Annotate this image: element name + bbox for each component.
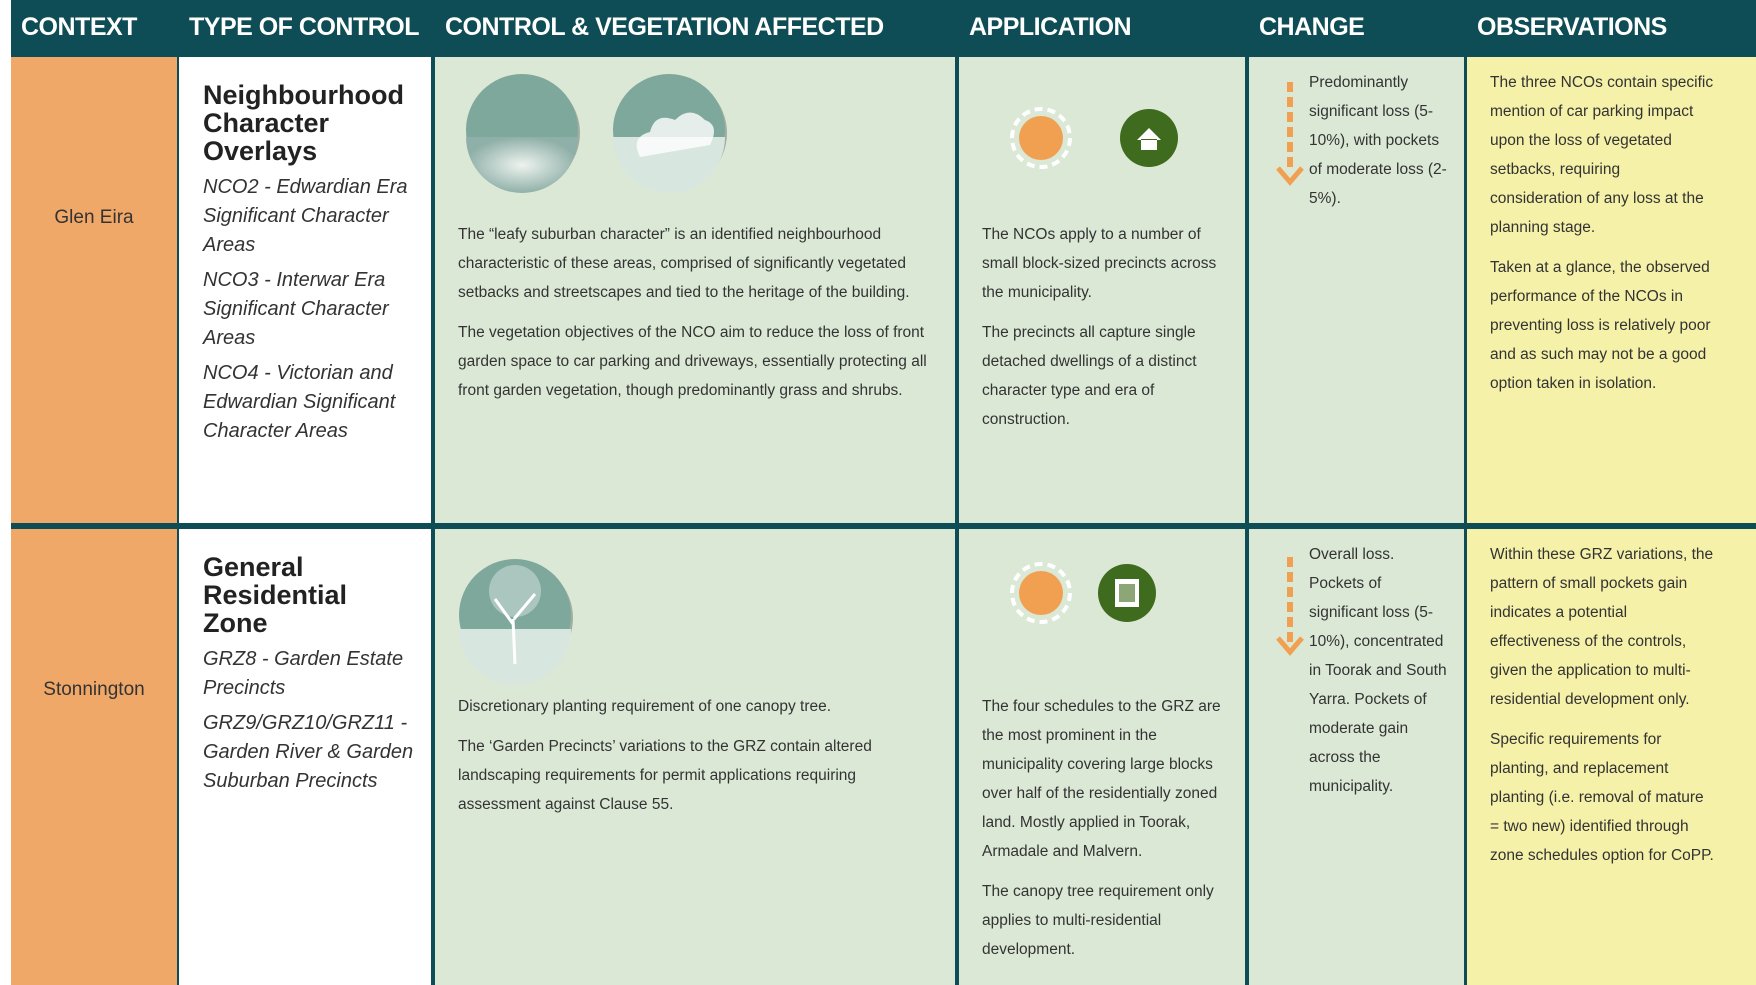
paragraph: Specific requirements for planting, and … [1490, 731, 1714, 864]
observations-cell: The three NCOs contain specific mention … [1467, 57, 1756, 523]
observations-cell: Within these GRZ variations, the pattern… [1467, 529, 1756, 985]
paragraph: The NCOs apply to a number of small bloc… [982, 226, 1217, 301]
icons [1010, 562, 1156, 624]
paragraph: The four schedules to the GRZ are the mo… [982, 698, 1221, 860]
icons [1276, 82, 1304, 186]
observations-text: Within these GRZ variations, the pattern… [1490, 540, 1715, 881]
control-item: GRZ9/GRZ10/GRZ11 - Garden River & Garden… [203, 712, 414, 792]
paragraph: The precincts all capture single detache… [982, 324, 1197, 428]
icons [459, 559, 573, 685]
application-cell: The four schedules to the GRZ are the mo… [959, 529, 1245, 985]
application-cell: The NCOs apply to a number of small bloc… [959, 57, 1245, 523]
control-title: General Residential Zone [203, 552, 348, 638]
paragraph: The vegetation objectives of the NCO aim… [458, 324, 927, 399]
context-cell: Stonnington [11, 529, 177, 985]
change-cell: Overall loss. Pockets of significant los… [1249, 529, 1464, 985]
header-cell: OBSERVATIONS [1477, 13, 1667, 41]
paragraph: Taken at a glance, the observed performa… [1490, 259, 1711, 392]
control-title: Neighbourhood Character Overlays [203, 80, 404, 166]
vegetation-text: The “leafy suburban character” is an ide… [458, 220, 928, 416]
icons [1010, 107, 1178, 169]
table: CONTEXT TYPE OF CONTROL CONTROL & VEGETA… [11, 0, 1756, 985]
header-cell: APPLICATION [969, 13, 1132, 41]
header-cell: TYPE OF CONTROL [189, 13, 420, 41]
context-label: Stonnington [43, 679, 145, 700]
control-item: NCO3 - Interwar Era Significant Characte… [203, 269, 389, 349]
control-item: NCO4 - Victorian and Edwardian Significa… [203, 362, 396, 442]
change-cell: Predominantly significant loss (5-10%), … [1249, 57, 1464, 523]
vegetation-cell: The “leafy suburban character” is an ide… [435, 57, 955, 523]
header-cell: CONTEXT [21, 13, 137, 41]
control-item: NCO2 - Edwardian Era Significant Charact… [203, 176, 408, 256]
paragraph: The three NCOs contain specific mention … [1490, 74, 1714, 236]
paragraph: The “leafy suburban character” is an ide… [458, 226, 910, 301]
icons [1276, 557, 1304, 656]
paragraph: Overall loss. Pockets of significant los… [1309, 546, 1447, 795]
paragraph: The ‘Garden Precincts’ variations to the… [458, 738, 872, 813]
paragraph: Within these GRZ variations, the pattern… [1490, 546, 1714, 708]
change-text: Overall loss. Pockets of significant los… [1309, 540, 1449, 812]
application-text: The four schedules to the GRZ are the mo… [982, 692, 1227, 975]
application-text: The NCOs apply to a number of small bloc… [982, 220, 1227, 445]
type-cell: Neighbourhood Character Overlays NCO2 - E… [179, 57, 431, 523]
vegetation-text: Discretionary planting requirement of on… [458, 692, 928, 830]
context-cell: Glen Eira [11, 57, 177, 523]
header-cell: CHANGE [1259, 13, 1365, 41]
control-item: GRZ8 - Garden Estate Precincts [203, 648, 404, 699]
context-label: Glen Eira [54, 207, 134, 228]
observations-text: The three NCOs contain specific mention … [1490, 68, 1715, 409]
icons [466, 74, 727, 193]
vegetation-cell: Discretionary planting requirement of on… [435, 529, 955, 985]
paragraph: Predominantly significant loss (5-10%), … [1309, 74, 1447, 207]
type-cell: General Residential Zone GRZ8 - Garden Es… [179, 529, 431, 985]
paragraph: Discretionary planting requirement of on… [458, 698, 832, 715]
paragraph: The canopy tree requirement only applies… [982, 883, 1214, 958]
header-cell: CONTROL & VEGETATION AFFECTED [445, 13, 884, 41]
change-text: Predominantly significant loss (5-10%), … [1309, 68, 1449, 224]
